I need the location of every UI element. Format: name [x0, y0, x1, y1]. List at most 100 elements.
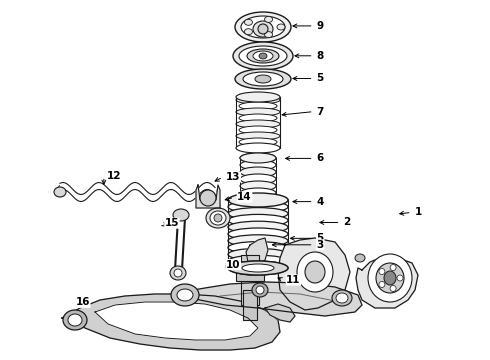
- Ellipse shape: [54, 187, 66, 197]
- Ellipse shape: [258, 24, 268, 34]
- Text: 12: 12: [107, 171, 122, 181]
- Text: 15: 15: [165, 218, 179, 228]
- Text: 16: 16: [75, 297, 90, 307]
- Ellipse shape: [259, 53, 267, 59]
- Ellipse shape: [245, 19, 252, 25]
- Bar: [243, 290, 257, 320]
- Text: 8: 8: [317, 51, 324, 61]
- Ellipse shape: [397, 275, 403, 281]
- Ellipse shape: [228, 235, 288, 247]
- Ellipse shape: [336, 293, 348, 303]
- Ellipse shape: [240, 167, 276, 177]
- Ellipse shape: [332, 290, 352, 306]
- Text: 4: 4: [317, 197, 324, 207]
- Bar: [241, 255, 259, 305]
- Text: 1: 1: [415, 207, 422, 217]
- Ellipse shape: [239, 46, 287, 66]
- Ellipse shape: [305, 261, 325, 283]
- Ellipse shape: [171, 284, 199, 306]
- Ellipse shape: [252, 283, 268, 297]
- Ellipse shape: [228, 208, 288, 220]
- Ellipse shape: [63, 310, 87, 330]
- Ellipse shape: [255, 75, 271, 83]
- Ellipse shape: [384, 271, 396, 285]
- Ellipse shape: [228, 242, 288, 253]
- Ellipse shape: [228, 261, 288, 275]
- Polygon shape: [182, 282, 362, 316]
- Polygon shape: [265, 304, 295, 322]
- Ellipse shape: [228, 248, 288, 260]
- Ellipse shape: [240, 153, 276, 163]
- Ellipse shape: [240, 181, 276, 191]
- Text: 6: 6: [317, 153, 324, 163]
- Ellipse shape: [297, 252, 333, 292]
- Ellipse shape: [379, 269, 385, 275]
- Text: 7: 7: [317, 107, 324, 117]
- Ellipse shape: [390, 285, 396, 292]
- Ellipse shape: [170, 266, 186, 280]
- Ellipse shape: [235, 12, 291, 42]
- Ellipse shape: [253, 51, 273, 61]
- Bar: [254, 195, 262, 273]
- Ellipse shape: [253, 21, 273, 37]
- Ellipse shape: [200, 190, 216, 206]
- Text: 2: 2: [343, 217, 351, 228]
- Ellipse shape: [239, 102, 277, 110]
- Ellipse shape: [236, 96, 280, 104]
- Text: 11: 11: [286, 275, 301, 285]
- Ellipse shape: [228, 201, 288, 213]
- Ellipse shape: [277, 24, 285, 30]
- Text: 5: 5: [317, 73, 324, 84]
- Ellipse shape: [368, 254, 412, 302]
- Ellipse shape: [239, 138, 277, 146]
- Ellipse shape: [241, 16, 285, 38]
- Bar: [236, 269, 264, 281]
- Polygon shape: [95, 302, 258, 340]
- Ellipse shape: [376, 263, 404, 293]
- Ellipse shape: [245, 29, 252, 35]
- Ellipse shape: [228, 255, 288, 267]
- Ellipse shape: [265, 17, 272, 22]
- Ellipse shape: [240, 174, 276, 184]
- Text: 9: 9: [317, 21, 324, 31]
- Ellipse shape: [236, 120, 280, 128]
- Ellipse shape: [236, 143, 280, 153]
- Ellipse shape: [236, 108, 280, 116]
- Ellipse shape: [242, 264, 274, 272]
- Ellipse shape: [240, 188, 276, 198]
- Text: 14: 14: [237, 192, 252, 202]
- Ellipse shape: [210, 211, 226, 225]
- Ellipse shape: [243, 72, 283, 86]
- Ellipse shape: [228, 215, 288, 226]
- Ellipse shape: [256, 286, 264, 294]
- Ellipse shape: [228, 194, 288, 206]
- Ellipse shape: [174, 269, 182, 277]
- Text: 3: 3: [317, 240, 324, 250]
- Ellipse shape: [390, 265, 396, 270]
- Ellipse shape: [206, 208, 230, 228]
- Ellipse shape: [228, 228, 288, 240]
- Ellipse shape: [236, 92, 280, 102]
- Text: 10: 10: [226, 260, 241, 270]
- Ellipse shape: [265, 32, 272, 37]
- Ellipse shape: [239, 126, 277, 134]
- Polygon shape: [246, 238, 268, 268]
- Ellipse shape: [379, 282, 385, 288]
- Ellipse shape: [236, 265, 264, 275]
- Ellipse shape: [228, 221, 288, 233]
- Ellipse shape: [68, 314, 82, 326]
- Ellipse shape: [355, 254, 365, 262]
- Ellipse shape: [240, 153, 276, 163]
- Ellipse shape: [214, 214, 222, 222]
- Ellipse shape: [240, 160, 276, 170]
- Polygon shape: [62, 294, 280, 350]
- Text: 13: 13: [226, 172, 241, 182]
- Ellipse shape: [239, 114, 277, 122]
- Bar: [247, 94, 269, 142]
- Text: 5: 5: [317, 233, 324, 243]
- Ellipse shape: [228, 193, 288, 207]
- Polygon shape: [356, 258, 418, 308]
- Ellipse shape: [236, 132, 280, 140]
- Ellipse shape: [228, 261, 288, 275]
- Ellipse shape: [177, 289, 193, 301]
